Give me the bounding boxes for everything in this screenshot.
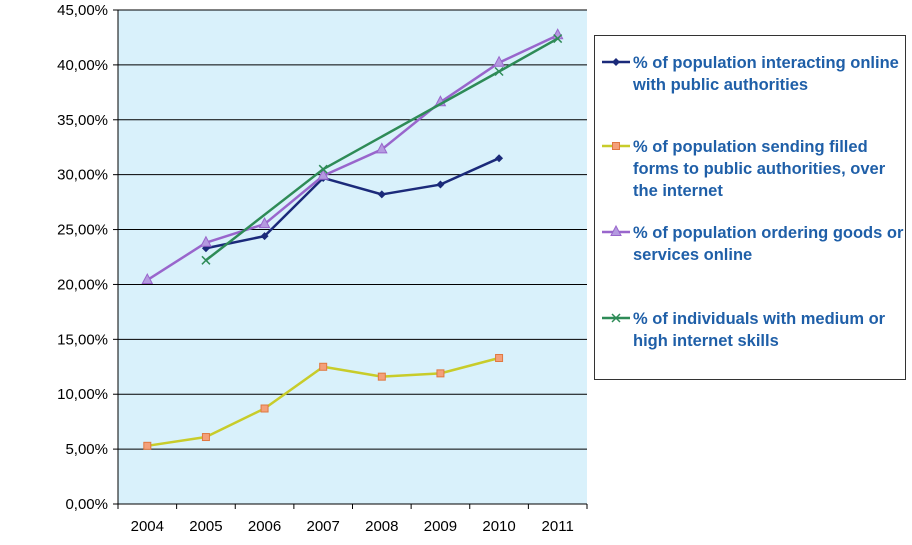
legend-marker-skills-stroke-b [611, 313, 621, 323]
x-tick-label-2010: 2010 [482, 518, 515, 535]
x-tick-label-2011: 2011 [542, 518, 574, 535]
point-skills-2010 [494, 66, 504, 77]
point-ordering-2010 [493, 55, 505, 67]
point-interacting-2008 [377, 190, 386, 199]
y-tick-label-0: 0,00% [65, 496, 108, 513]
point-skills-2005-stroke-b [201, 255, 211, 265]
gridlines [113, 9, 587, 505]
legend-marker-skills [611, 313, 621, 323]
series-line-ordering [146, 34, 559, 282]
point-forms-2008 [377, 372, 386, 381]
y-tick-label-8: 40,00% [57, 57, 108, 74]
series-line-skills [205, 37, 559, 262]
y-tick-label-3: 15,00% [57, 331, 108, 348]
series-skills [201, 34, 563, 265]
x-tick-label-2004: 2004 [131, 518, 164, 535]
y-axis-tick-labels: 0,00% 5,00% 10,00% 15,00% 20,00% 25,00% 30,00%… [57, 2, 108, 513]
legend-swatch-ordering [602, 224, 630, 236]
y-tick-label-4: 20,00% [57, 276, 108, 293]
point-ordering-2006 [258, 216, 271, 229]
x-tick-label-2009: 2009 [424, 518, 457, 535]
point-interacting-2006 [260, 232, 269, 241]
point-forms-2006 [260, 404, 269, 413]
point-skills-2007-stroke-b [318, 164, 328, 174]
point-forms-2005 [201, 433, 210, 442]
point-skills-2007 [318, 164, 328, 174]
y-tick-label-1: 5,00% [65, 441, 108, 458]
point-skills-2011-stroke-b [553, 34, 563, 44]
point-skills-2011 [553, 34, 563, 44]
series-line-interacting [205, 157, 500, 250]
point-forms-2010 [495, 353, 504, 362]
legend-label-forms: % of population sending filled forms to … [633, 138, 886, 200]
point-ordering-2007 [317, 168, 330, 180]
x-tick-label-2008: 2008 [365, 518, 398, 535]
x-tick-label-2005: 2005 [189, 518, 222, 535]
point-ordering-2008 [375, 142, 388, 154]
point-interacting-2010 [495, 154, 504, 163]
series-layer [141, 28, 564, 450]
legend-marker-interacting [612, 58, 620, 66]
legend: % of population interacting online with … [594, 35, 906, 380]
legend-label-ordering: % of population ordering goods or servic… [633, 224, 904, 264]
point-interacting-2009 [436, 180, 445, 189]
point-forms-2007 [319, 362, 328, 371]
point-skills-2010-stroke-b [494, 66, 504, 77]
plot-area [118, 10, 587, 504]
legend-swatch-forms [602, 142, 630, 150]
y-tick-label-5: 25,00% [57, 222, 108, 239]
legend-swatch-skills [602, 313, 630, 323]
y-tick-label-7: 35,00% [57, 112, 108, 129]
legend-label-interacting: % of population interacting online with … [633, 54, 899, 94]
series-forms [143, 353, 504, 450]
x-tick-label-2006: 2006 [248, 518, 281, 535]
legend-swatch-interacting [602, 58, 630, 66]
x-axis-tick-labels: 2004 2005 2006 2007 2008 2009 2010 2011 [131, 518, 574, 535]
point-ordering-2004 [141, 272, 154, 285]
point-forms-2004 [143, 441, 152, 450]
legend-marker-ordering [610, 224, 622, 236]
legend-marker-forms [612, 142, 620, 150]
point-skills-2005 [201, 255, 211, 265]
axes [117, 10, 588, 509]
x-tick-label-2007: 2007 [307, 518, 340, 535]
legend-label-skills: % of individuals with medium or high int… [633, 310, 886, 350]
y-tick-label-2: 10,00% [57, 386, 108, 403]
point-ordering-2005 [200, 235, 212, 247]
y-tick-label-9: 45,00% [57, 2, 108, 19]
point-forms-2009 [436, 369, 445, 378]
y-tick-label-6: 30,00% [57, 167, 108, 184]
